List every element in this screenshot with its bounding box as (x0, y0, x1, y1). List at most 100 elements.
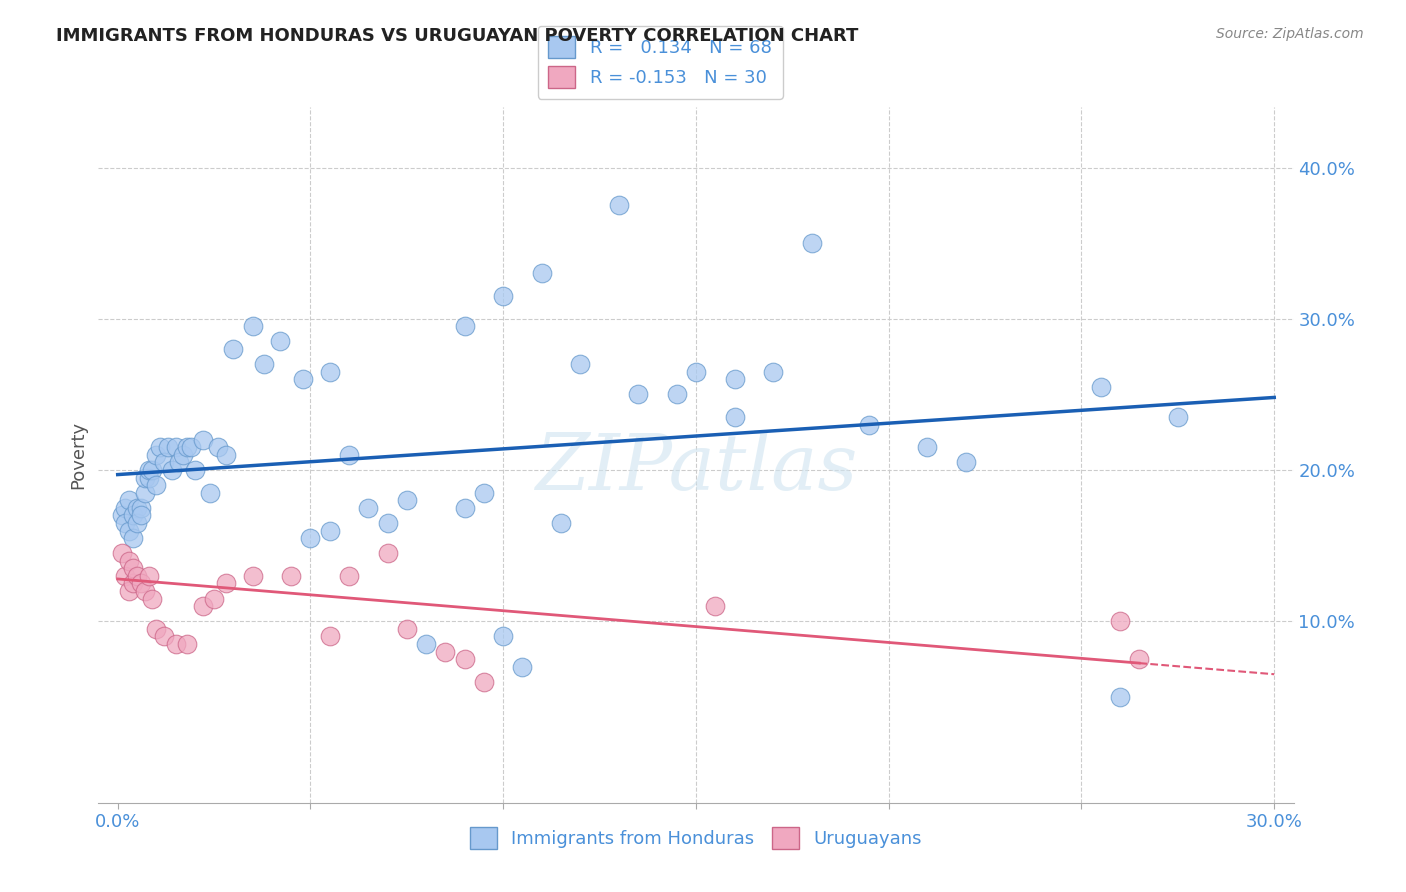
Point (569, 357, 592, 371)
Point (395, 493, 418, 508)
Point (145, 448, 167, 462)
Point (299, 531, 322, 545)
Point (207, 441, 229, 455)
Point (138, 463, 160, 477)
Point (762, 365, 785, 379)
Point (200, 485, 222, 500)
Point (122, 576, 145, 591)
Point (723, 372, 745, 386)
Point (122, 508, 145, 523)
Point (1128, 652, 1150, 666)
Point (122, 531, 145, 545)
Point (1090, 380, 1112, 394)
Point (169, 455, 191, 469)
Point (145, 478, 167, 492)
Point (214, 576, 236, 591)
Point (1109, 690, 1132, 704)
Point (242, 569, 264, 583)
Point (176, 441, 198, 455)
Point (202, 591, 225, 606)
Text: ZIPatlas: ZIPatlas (534, 431, 858, 507)
Point (337, 569, 360, 583)
Point (141, 463, 163, 477)
Point (319, 365, 342, 379)
Point (800, 236, 823, 251)
Point (415, 637, 437, 651)
Point (434, 644, 457, 658)
Y-axis label: Poverty: Poverty (69, 421, 87, 489)
Point (165, 441, 187, 455)
Point (110, 508, 132, 523)
Point (149, 441, 172, 455)
Point (114, 569, 136, 583)
Point (118, 493, 141, 508)
Point (858, 417, 880, 432)
Point (118, 554, 141, 568)
Point (530, 267, 553, 281)
Point (492, 629, 515, 643)
Point (1167, 410, 1189, 425)
Point (395, 622, 418, 636)
Point (377, 516, 399, 530)
Point (357, 500, 380, 515)
Point (134, 485, 156, 500)
Point (138, 470, 160, 484)
Point (180, 441, 202, 455)
Point (550, 516, 572, 530)
Point (191, 599, 214, 614)
Point (453, 652, 475, 666)
Point (253, 357, 276, 371)
Point (141, 591, 163, 606)
Point (280, 569, 302, 583)
Point (122, 561, 145, 575)
Point (125, 569, 148, 583)
Point (337, 448, 360, 462)
Point (453, 319, 475, 334)
Point (134, 584, 156, 599)
Point (172, 448, 194, 462)
Point (512, 659, 534, 673)
Point (685, 365, 707, 379)
Point (222, 342, 245, 356)
Point (319, 524, 342, 538)
Point (138, 569, 160, 583)
Point (125, 516, 148, 530)
Point (156, 441, 179, 455)
Point (110, 546, 132, 560)
Point (955, 455, 977, 469)
Point (145, 622, 167, 636)
Point (118, 584, 141, 599)
Point (472, 485, 495, 500)
Point (129, 508, 152, 523)
Point (176, 637, 198, 651)
Point (129, 576, 152, 591)
Point (472, 674, 495, 689)
Point (114, 500, 136, 515)
Point (242, 319, 264, 334)
Point (917, 441, 939, 455)
Point (319, 629, 342, 643)
Point (291, 372, 314, 386)
Point (704, 599, 727, 614)
Point (184, 463, 207, 477)
Legend: Immigrants from Honduras, Uruguayans: Immigrants from Honduras, Uruguayans (463, 820, 929, 856)
Point (723, 410, 745, 425)
Point (665, 387, 688, 401)
Point (129, 500, 152, 515)
Point (214, 448, 236, 462)
Text: Source: ZipAtlas.com: Source: ZipAtlas.com (1216, 27, 1364, 41)
Point (269, 334, 291, 349)
Point (153, 455, 176, 469)
Point (125, 500, 148, 515)
Point (191, 433, 214, 447)
Point (134, 470, 156, 484)
Point (160, 463, 183, 477)
Point (377, 546, 399, 560)
Point (165, 637, 187, 651)
Point (118, 524, 141, 538)
Text: IMMIGRANTS FROM HONDURAS VS URUGUAYAN POVERTY CORRELATION CHART: IMMIGRANTS FROM HONDURAS VS URUGUAYAN PO… (56, 27, 859, 45)
Point (1109, 615, 1132, 629)
Point (627, 387, 650, 401)
Point (114, 516, 136, 530)
Point (607, 198, 630, 212)
